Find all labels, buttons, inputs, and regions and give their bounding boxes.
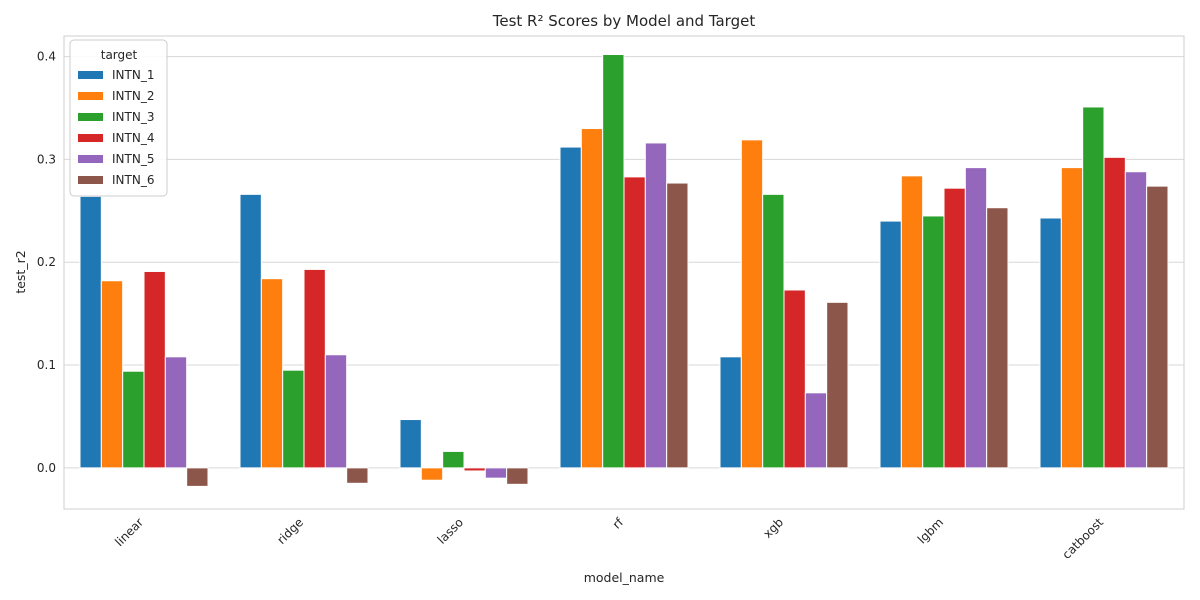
- bar: [399, 419, 422, 469]
- bar: [324, 354, 348, 469]
- bar: [164, 356, 188, 469]
- bar: [900, 175, 924, 469]
- bar: [580, 128, 604, 469]
- x-tick-label: rf: [610, 515, 627, 532]
- bar: [804, 392, 828, 469]
- x-tick-label: lasso: [435, 515, 466, 546]
- legend-swatch: [78, 155, 103, 163]
- bar: [623, 176, 646, 469]
- y-tick-label: 0.1: [37, 358, 56, 372]
- legend-label: INTN_3: [112, 110, 154, 124]
- bar: [943, 187, 966, 469]
- bar: [346, 467, 369, 484]
- bar: [143, 270, 166, 469]
- bar: [122, 370, 145, 469]
- x-axis-label: model_name: [584, 570, 665, 585]
- bar: [1103, 156, 1126, 469]
- y-tick-label: 0.0: [37, 461, 56, 475]
- x-tick-label: ridge: [274, 515, 306, 547]
- bar: [879, 220, 902, 469]
- bar: [442, 450, 465, 469]
- legend-label: INTN_2: [112, 89, 154, 103]
- bar: [1082, 106, 1105, 469]
- x-tick-label: xgb: [760, 515, 786, 541]
- bar: [826, 301, 849, 469]
- y-tick-label: 0.4: [37, 50, 56, 64]
- legend-label: INTN_1: [112, 68, 154, 82]
- bar: [260, 278, 284, 469]
- bar: [484, 467, 508, 479]
- legend-swatch: [78, 176, 103, 184]
- y-tick-labels: 0.0 0.1 0.2 0.3 0.4: [37, 50, 56, 475]
- bars: [79, 54, 1169, 487]
- legend-title: target: [101, 48, 138, 62]
- legend-label: INTN_4: [112, 131, 154, 145]
- legend: target INTN_1INTN_2INTN_3INTN_4INTN_5INT…: [69, 39, 168, 197]
- y-tick-label: 0.2: [37, 255, 56, 269]
- bar: [666, 182, 689, 469]
- bar: [922, 215, 945, 469]
- bar: [1124, 171, 1148, 469]
- legend-label: INTN_5: [112, 152, 154, 166]
- bar: [463, 467, 486, 472]
- x-tick-label: catboost: [1060, 515, 1107, 562]
- x-tick-label: linear: [112, 515, 146, 549]
- legend-swatch: [78, 134, 103, 142]
- bar: [186, 467, 209, 487]
- bar: [1039, 217, 1062, 469]
- bar: [303, 268, 326, 469]
- bar: [282, 369, 305, 469]
- bar: [783, 289, 806, 469]
- bar: [719, 356, 742, 469]
- bar: [239, 193, 262, 469]
- bar: [986, 207, 1009, 469]
- x-tick-labels: linear ridge lasso rf xgb lgbm catboost: [112, 515, 1106, 562]
- plot-frame: [63, 35, 1185, 510]
- chart-title: Test R² Scores by Model and Target: [492, 12, 756, 30]
- bar: [762, 193, 785, 469]
- x-tick-label: lgbm: [915, 515, 946, 546]
- bar: [1146, 185, 1169, 469]
- bar: [602, 54, 625, 469]
- bar: [79, 195, 102, 469]
- bar: [100, 280, 124, 469]
- legend-swatch: [78, 71, 103, 79]
- bar: [964, 167, 988, 469]
- bar: [559, 146, 582, 469]
- bar: [506, 467, 529, 485]
- legend-swatch: [78, 113, 103, 121]
- bar: [1060, 167, 1084, 469]
- legend-label: INTN_6: [112, 173, 154, 187]
- y-tick-label: 0.3: [37, 152, 56, 166]
- bar: [740, 139, 764, 469]
- legend-swatch: [78, 92, 103, 100]
- bar: [420, 467, 444, 481]
- y-axis-label: test_r2: [13, 250, 28, 293]
- bar: [644, 142, 668, 469]
- legend-items: INTN_1 INTN_2 INTN_3 INTN_4 INTN_5 INTN_6: [78, 68, 154, 187]
